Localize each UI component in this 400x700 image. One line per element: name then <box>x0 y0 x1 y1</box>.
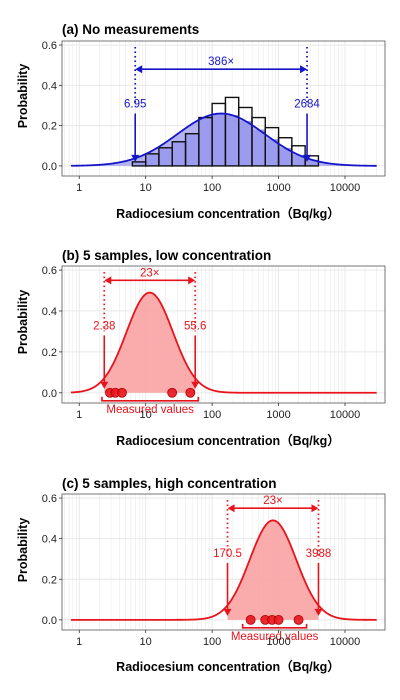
chart-a-xtick-label: 1000 <box>266 182 290 194</box>
chart-b-title: (b) 5 samples, low concentration <box>62 248 271 263</box>
lower-bound-label: 170.5 <box>213 548 242 560</box>
chart-a-ytick-label: 0.6 <box>42 40 57 52</box>
bound-down-arrow-head <box>131 154 140 162</box>
lower-bound-label: 6.95 <box>124 98 146 110</box>
measured-point <box>245 614 256 625</box>
chart-c-xlabel: Radiocesium concentration（Bq/kg） <box>116 659 340 674</box>
interval-fill <box>227 520 319 620</box>
chart-c-title: (c) 5 samples, high concentration <box>62 476 277 491</box>
chart-c-xtick-label: 10 <box>140 636 152 648</box>
chart-b-xlabel: Radiocesium concentration（Bq/kg） <box>116 433 340 448</box>
measured-bracket <box>241 623 308 629</box>
measured-bracket <box>101 396 200 402</box>
measured-values-label: Measured values <box>231 631 319 643</box>
upper-bound-label: 55.6 <box>184 320 206 332</box>
ratio-arrow-head-right <box>300 65 308 74</box>
measured-point <box>293 614 304 625</box>
chart-b-ylabel: Probability <box>16 290 30 355</box>
chart-b-xtick-label: 1 <box>76 409 82 421</box>
chart-a-title: (a) No measurements <box>62 22 199 37</box>
chart-b-xtick-label: 10 <box>140 409 152 421</box>
bound-down-arrow-head <box>303 154 312 162</box>
chart-c-xtick-label: 1 <box>76 636 82 648</box>
chart-c-plot: 23× 170.5 3988 Measured values <box>70 495 377 643</box>
chart-b-yticks: 0.0 0.2 0.4 0.6 <box>42 265 62 400</box>
chart-a-plot: 386× 6.95 2684 <box>70 47 377 167</box>
chart-c-xticks: 1 10 100 1000 10000 <box>76 630 360 648</box>
chart-c-frame <box>61 493 386 631</box>
measured-point <box>185 387 196 398</box>
chart-a-xtick-label: 1 <box>76 182 82 194</box>
curve-line <box>70 291 377 394</box>
chart-c-xtick-label: 10000 <box>330 636 361 648</box>
measured-point <box>117 387 127 398</box>
bound-down-arrow-head <box>314 608 323 616</box>
chart-b-ytick-label: 0.2 <box>42 347 57 359</box>
chart-c-ytick-label: 0.4 <box>42 534 57 546</box>
chart-a-frame <box>61 40 386 177</box>
chart-panel-b: (b) 5 samples, low concentration Probabi… <box>16 248 386 448</box>
chart-b-xtick-label: 10000 <box>330 409 361 421</box>
chart-c-ytick-label: 0.6 <box>42 493 57 505</box>
chart-a-ytick-label: 0.2 <box>42 121 57 133</box>
chart-panel-a: (a) No measurements Probability 386× 6.95… <box>16 22 386 221</box>
chart-b-plot: 23× 2.38 55.6 Measured values <box>70 267 377 416</box>
chart-c-ytick-label: 0.2 <box>42 574 57 586</box>
chart-b-ytick-label: 0.6 <box>42 265 57 277</box>
chart-c-yticks: 0.0 0.2 0.4 0.6 <box>42 493 62 627</box>
ratio-arrow-head-right <box>188 276 196 285</box>
interval-fill <box>104 292 196 393</box>
ratio-label: 23× <box>140 267 160 279</box>
chart-c-xtick-label: 1000 <box>266 636 290 648</box>
ratio-arrow-head-right <box>311 504 319 513</box>
chart-a-ylabel: Probability <box>16 64 30 129</box>
measured-values-label: Measured values <box>106 404 194 416</box>
chart-c-xtick-label: 100 <box>203 636 221 648</box>
curve-line <box>70 112 377 167</box>
chart-b-ytick-label: 0.4 <box>42 306 57 318</box>
bound-down-arrow-head <box>191 381 200 389</box>
chart-a-xtick-label: 10 <box>140 182 152 194</box>
bound-down-arrow-head <box>223 608 232 616</box>
ratio-arrow-head-left <box>135 65 143 74</box>
ratio-arrow-head-left <box>104 276 112 285</box>
chart-a-xticks: 1 10 100 1000 10000 <box>76 176 360 194</box>
upper-bound-label: 3988 <box>306 548 332 560</box>
chart-b-xticks: 1 10 100 1000 10000 <box>76 403 360 421</box>
chart-a-xtick-label: 100 <box>203 182 221 194</box>
chart-b-xtick-label: 100 <box>203 409 221 421</box>
ratio-arrow-head-left <box>227 504 235 513</box>
chart-b-frame <box>61 265 386 404</box>
chart-b-xtick-label: 1000 <box>266 409 290 421</box>
chart-a-yticks: 0.0 0.2 0.4 0.6 <box>42 40 62 173</box>
chart-a-xtick-label: 10000 <box>330 182 361 194</box>
chart-a-xlabel: Radiocesium concentration（Bq/kg） <box>116 206 340 221</box>
chart-panel-c: (c) 5 samples, high concentration Probab… <box>16 476 386 674</box>
chart-b-ytick-label: 0.0 <box>42 388 57 400</box>
curve-fill <box>70 113 377 166</box>
chart-a-ytick-label: 0.0 <box>42 161 57 173</box>
lower-bound-label: 2.38 <box>93 320 115 332</box>
upper-bound-label: 2684 <box>294 98 320 110</box>
chart-c-ylabel: Probability <box>16 518 30 583</box>
ratio-label: 23× <box>263 495 283 507</box>
curve-line <box>70 519 377 621</box>
measured-point <box>273 614 284 625</box>
measured-point <box>167 387 178 398</box>
ratio-label: 386× <box>208 56 234 68</box>
chart-c-ytick-label: 0.0 <box>42 615 57 627</box>
bound-down-arrow-head <box>100 381 109 389</box>
chart-a-ytick-label: 0.4 <box>42 80 57 92</box>
